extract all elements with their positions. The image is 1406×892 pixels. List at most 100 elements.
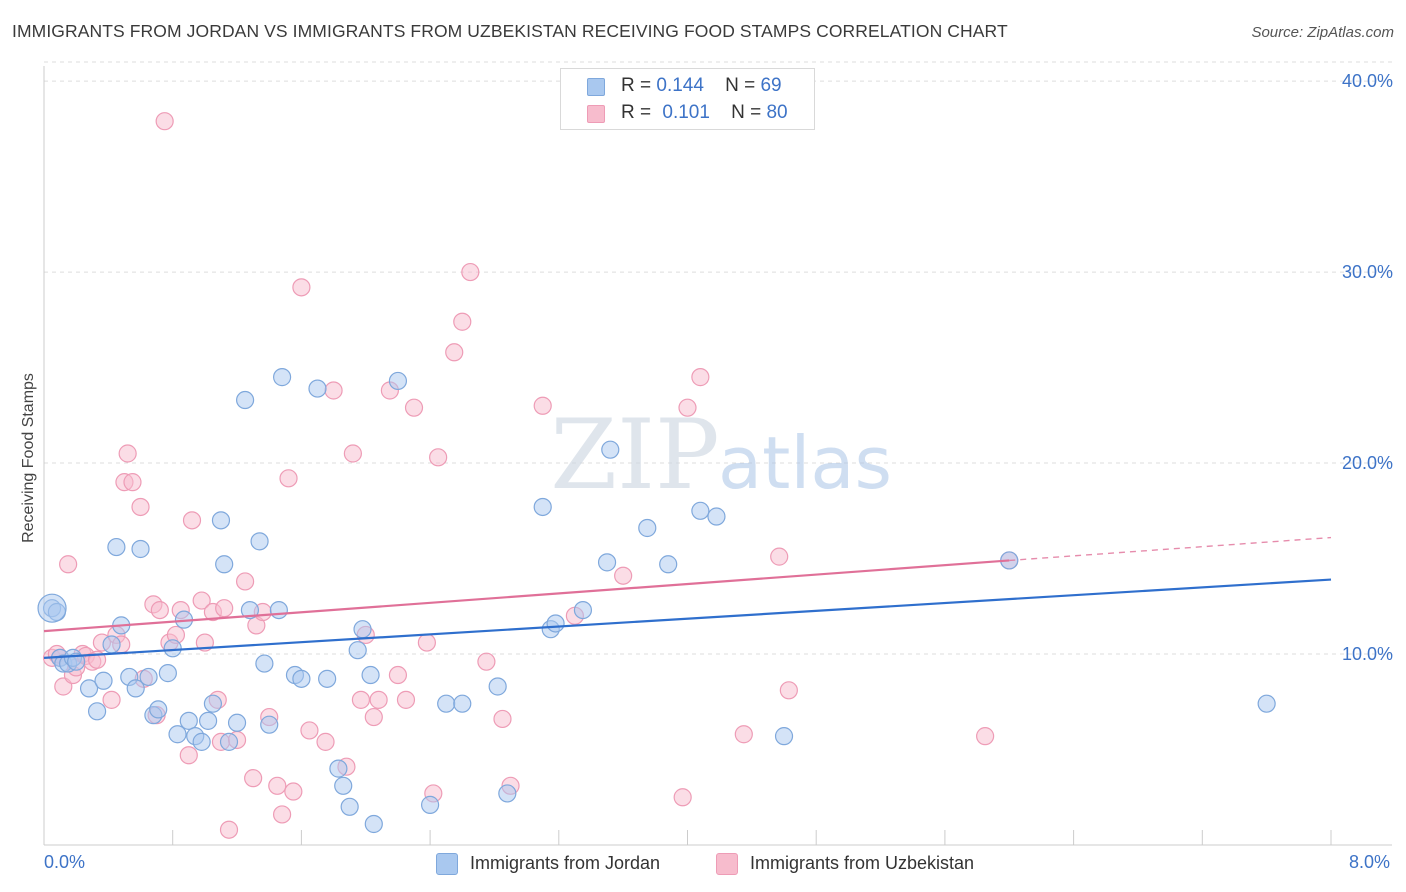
- uzbekistan-point: [268, 776, 287, 795]
- uzbekistan-point: [461, 262, 480, 282]
- uzbekistan-trend-line: [43, 559, 1010, 633]
- uzbekistan-point: [364, 707, 383, 727]
- uzbekistan-point: [215, 599, 234, 618]
- r-label: R =: [621, 102, 652, 123]
- jordan-point: [163, 639, 182, 658]
- jordan-point: [308, 379, 327, 398]
- uzbekistan-point: [477, 652, 496, 671]
- n-label: N =: [725, 75, 756, 96]
- jordan-point: [203, 694, 223, 713]
- uzbekistan-point: [102, 690, 121, 709]
- jordan-point: [250, 532, 269, 551]
- jordan-point: [37, 593, 67, 623]
- jordan-point: [348, 641, 367, 660]
- jordan-point: [240, 600, 260, 620]
- x-tick-min: 0.0%: [44, 852, 86, 872]
- jordan-point: [340, 797, 359, 816]
- uzbekistan-r-value: 0.101: [662, 102, 710, 123]
- jordan-swatch: [587, 78, 605, 96]
- jordan-point: [67, 652, 86, 671]
- y-tick-label: 20.0%: [1342, 453, 1393, 473]
- jordan-point: [318, 669, 337, 688]
- uzbekistan-point: [300, 721, 319, 740]
- jordan-r-value: 0.144: [656, 75, 704, 96]
- series-legend: Immigrants from Jordan Immigrants from U…: [0, 852, 1406, 878]
- uzbekistan-n-value: 80: [766, 102, 788, 123]
- source-label: Source: ZipAtlas.com: [1251, 24, 1394, 41]
- jordan-point: [272, 368, 292, 387]
- watermark-zip: ZIP: [550, 399, 719, 511]
- jordan-point: [87, 702, 107, 721]
- jordan-point: [1257, 694, 1276, 713]
- uzbekistan-point: [673, 788, 692, 807]
- uzbekistan-point: [155, 112, 174, 131]
- uzbekistan-point: [182, 511, 202, 530]
- jordan-point: [211, 511, 231, 530]
- r-label: R =: [621, 75, 652, 96]
- axes: [43, 66, 1392, 846]
- uzbekistan-point: [429, 448, 448, 467]
- watermark: ZIP atlas: [550, 399, 892, 511]
- jordan-point: [388, 371, 408, 391]
- uzbekistan-point: [770, 547, 789, 566]
- jordan-point: [533, 497, 552, 517]
- uzbekistan-point: [59, 555, 78, 574]
- jordan-point: [334, 776, 353, 795]
- jordan-point: [102, 635, 121, 654]
- uzbekistan-point: [150, 600, 169, 620]
- y-tick-label: 40.0%: [1342, 71, 1393, 91]
- jordan-point: [774, 727, 794, 746]
- jordan-point: [215, 555, 234, 574]
- uzbekistan-point: [219, 820, 239, 839]
- jordan-point: [601, 440, 620, 459]
- uzbekistan-point: [734, 725, 753, 744]
- jordan-n-value: 69: [760, 75, 782, 96]
- uzbekistan-point: [351, 690, 371, 709]
- jordan-point: [131, 539, 150, 559]
- uzbekistan-point: [396, 690, 416, 709]
- uzbekistan-point: [533, 396, 552, 415]
- jordan-point: [126, 679, 145, 698]
- uzbekistan-point: [272, 805, 292, 824]
- jordan-point: [573, 600, 593, 620]
- jordan-legend-swatch: [436, 853, 458, 875]
- jordan-point: [597, 553, 617, 572]
- y-tick-label: 10.0%: [1342, 644, 1393, 664]
- uzbekistan-point: [179, 746, 198, 765]
- watermark-atlas: atlas: [718, 421, 892, 505]
- jordan-point: [79, 679, 99, 698]
- jordan-point: [107, 537, 126, 557]
- jordan-point: [255, 654, 274, 673]
- uzbekistan-point: [235, 572, 255, 591]
- jordan-point: [149, 700, 168, 719]
- jordan-point: [292, 669, 311, 688]
- jordan-point: [235, 390, 255, 410]
- uzbekistan-point: [279, 469, 298, 488]
- uzbekistan-point: [445, 343, 464, 362]
- y-tick-labels: 10.0% 20.0% 30.0% 40.0%: [1342, 71, 1393, 664]
- uzbekistan-point: [284, 782, 303, 801]
- uzbekistan-point: [192, 591, 211, 610]
- jordan-point: [364, 814, 383, 834]
- jordan-point: [498, 784, 517, 803]
- n-label: N =: [731, 102, 762, 123]
- jordan-point: [198, 711, 218, 730]
- jordan-point: [638, 518, 657, 538]
- uzbekistan-point: [691, 368, 710, 387]
- jordan-point: [94, 671, 113, 690]
- jordan-point: [219, 732, 239, 751]
- jordan-point: [139, 667, 158, 687]
- jordan-point: [421, 795, 440, 814]
- y-tick-label: 30.0%: [1342, 262, 1393, 282]
- uzbekistan-point: [976, 727, 995, 746]
- jordan-point: [437, 694, 456, 713]
- uzbekistan-point: [678, 398, 697, 417]
- jordan-point: [227, 713, 247, 732]
- uzbekistan-point: [614, 566, 633, 585]
- uzbekistan-point: [131, 497, 150, 517]
- jordan-point: [361, 665, 380, 685]
- uzbekistan-point: [292, 278, 311, 297]
- x-tick-max: 8.0%: [1349, 852, 1391, 872]
- jordan-points: [37, 368, 1276, 834]
